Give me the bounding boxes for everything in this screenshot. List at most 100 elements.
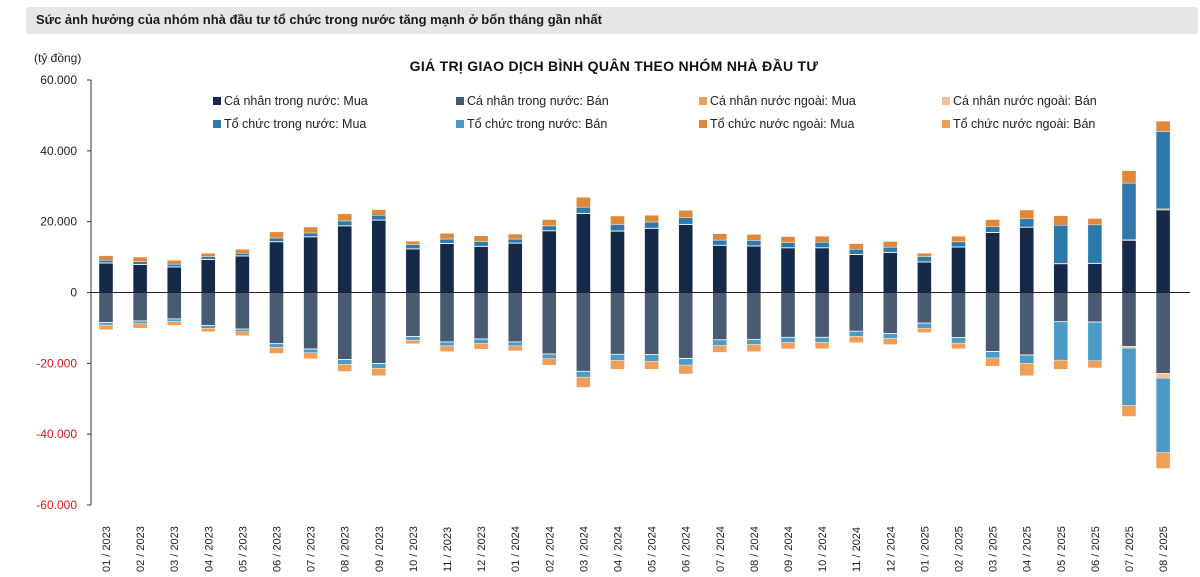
bar-segment xyxy=(610,215,625,225)
bar-segment xyxy=(610,354,625,361)
bar-segment xyxy=(269,343,284,348)
bar-segment xyxy=(610,360,625,370)
bar-segment xyxy=(814,242,830,248)
bar-segment xyxy=(746,234,762,241)
bar-segment xyxy=(1087,360,1103,369)
bar-segment xyxy=(985,292,1000,352)
y-tick-label: 60.000 xyxy=(40,73,77,87)
bar-segment xyxy=(712,292,727,340)
bar-segment xyxy=(269,347,284,354)
x-tick-label: 12 / 2023 xyxy=(476,526,488,572)
bar-segment xyxy=(985,232,1000,293)
banner-title: Sức ảnh hưởng của nhóm nhà đầu tư tổ chứ… xyxy=(36,12,602,27)
bar-segment xyxy=(1121,240,1137,293)
bar-segment xyxy=(746,339,762,345)
x-tick-label: 11 / 2024 xyxy=(851,527,863,572)
bar-segment xyxy=(814,337,830,343)
bar-segment xyxy=(1155,131,1171,210)
bar-segment xyxy=(712,239,727,246)
bar-segment xyxy=(746,344,762,352)
bar-segment xyxy=(235,331,250,336)
bar-segment xyxy=(1019,292,1034,356)
bar-segment xyxy=(235,255,250,293)
bar-segment xyxy=(439,292,455,342)
bar-segment xyxy=(1087,292,1103,323)
bar-segment xyxy=(712,345,727,353)
bar-segment xyxy=(132,292,148,322)
bar-segment xyxy=(371,292,386,364)
bar-segment xyxy=(746,240,762,246)
y-tick-label: -40.000 xyxy=(36,427,77,441)
bar-segment xyxy=(746,292,762,340)
bar-segment xyxy=(508,233,523,240)
bar-segment xyxy=(951,241,966,248)
bar-segment xyxy=(678,217,693,225)
bar-segment xyxy=(1121,346,1137,349)
bar-segment xyxy=(269,231,284,239)
bar-segment xyxy=(576,206,591,214)
bar-segment xyxy=(1155,452,1171,469)
x-tick-label: 02 / 2025 xyxy=(954,526,966,572)
bar-segment xyxy=(405,240,421,245)
bar-segment xyxy=(1053,263,1069,293)
x-tick-label: 04 / 2023 xyxy=(203,526,215,572)
bar-segment xyxy=(337,292,352,360)
x-tick-label: 08 / 2025 xyxy=(1158,526,1170,572)
bar-segment xyxy=(746,245,762,293)
x-tick-label: 10 / 2024 xyxy=(817,526,829,572)
bar-segment xyxy=(1121,347,1137,406)
bar-segment xyxy=(985,357,1000,367)
legend-label: Cá nhân trong nước: Mua xyxy=(224,94,368,108)
legend-label: Tổ chức trong nước: Bán xyxy=(467,117,607,131)
bar-segment xyxy=(951,235,966,243)
x-tick-label: 02 / 2023 xyxy=(135,526,147,572)
bar-segment xyxy=(678,292,693,359)
bar-segment xyxy=(508,341,523,347)
bar-segment xyxy=(1155,292,1171,374)
bar-segment xyxy=(849,243,864,250)
bar-segment xyxy=(951,342,966,350)
bar-segment xyxy=(1019,209,1034,220)
bar-segment xyxy=(610,292,625,355)
bar-segment xyxy=(439,341,455,347)
bar-segment xyxy=(1053,321,1069,361)
legend-label: Cá nhân nước ngoài: Mua xyxy=(710,94,856,108)
x-tick-label: 05 / 2025 xyxy=(1056,526,1068,572)
bar-segment xyxy=(1087,263,1103,293)
legend-swatch xyxy=(942,97,950,105)
bar-segment xyxy=(371,220,386,293)
bar-segment xyxy=(201,259,216,293)
bar-segment xyxy=(439,243,455,293)
bar-segment xyxy=(235,329,250,333)
bar-segment xyxy=(132,320,148,324)
bar-segment xyxy=(303,292,318,350)
legend-swatch xyxy=(942,120,950,128)
x-tick-label: 03 / 2023 xyxy=(169,526,181,572)
x-tick-label: 07 / 2025 xyxy=(1124,526,1136,572)
bar-segment xyxy=(269,241,284,293)
bar-segment xyxy=(405,248,421,293)
bar-segment xyxy=(371,209,386,216)
bar-segment xyxy=(1087,224,1103,264)
bar-segment xyxy=(712,339,727,346)
bar-segment xyxy=(678,224,693,293)
x-tick-label: 06 / 2025 xyxy=(1090,526,1102,572)
bar-segment xyxy=(337,359,352,365)
bar-segment xyxy=(780,242,796,248)
bar-segment xyxy=(337,213,352,222)
bar-segment xyxy=(814,292,830,338)
bar-segment xyxy=(201,256,216,260)
bar-segment xyxy=(610,231,625,293)
x-tick-label: 02 / 2024 xyxy=(544,526,556,572)
bar-segment xyxy=(405,244,421,249)
bar-segment xyxy=(814,235,830,243)
bar-segment xyxy=(439,345,455,352)
legend-label: Tổ chức trong nước: Mua xyxy=(224,117,366,131)
bar-segment xyxy=(201,292,216,326)
y-tick-label: 0 xyxy=(70,286,77,300)
x-tick-label: 01 / 2023 xyxy=(101,526,113,572)
x-tick-label: 08 / 2023 xyxy=(340,526,352,572)
bar-segment xyxy=(269,237,284,242)
bar-segment xyxy=(1087,322,1103,362)
bar-segment xyxy=(951,337,966,344)
